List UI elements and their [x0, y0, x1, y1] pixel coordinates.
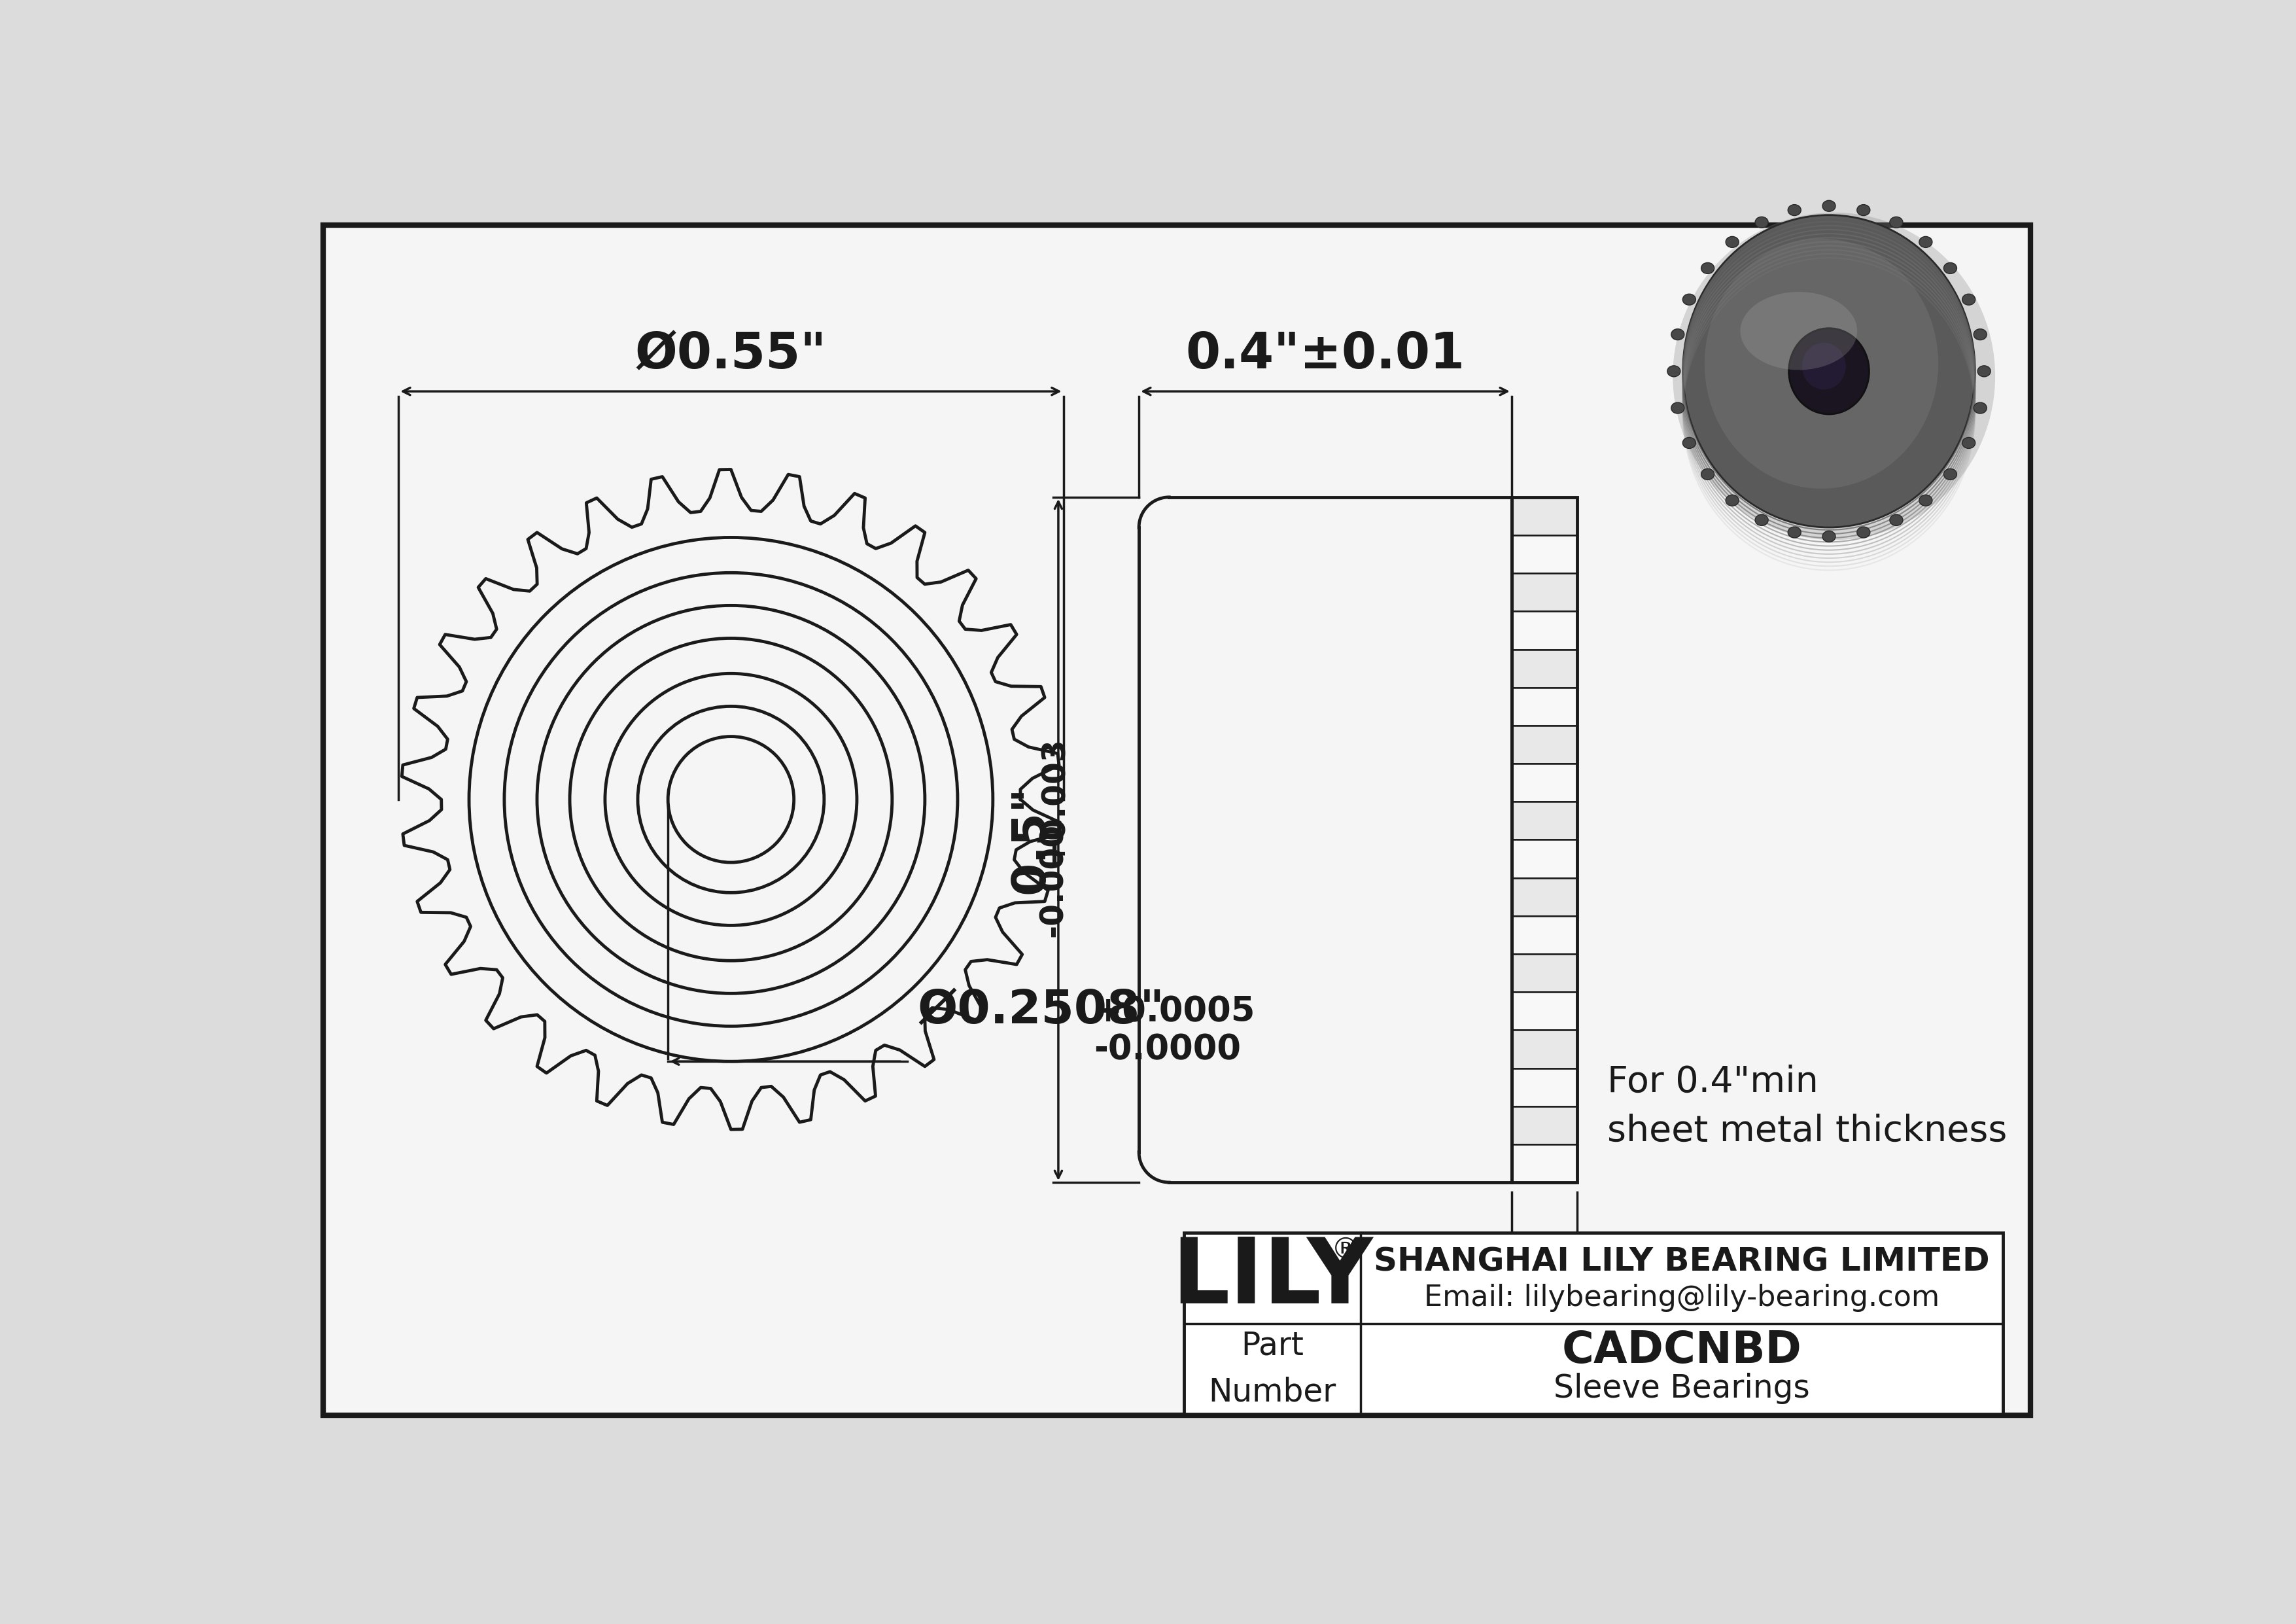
Text: 0.5": 0.5"	[1008, 786, 1054, 893]
Ellipse shape	[1963, 437, 1975, 448]
Text: SHANGHAI LILY BEARING LIMITED: SHANGHAI LILY BEARING LIMITED	[1373, 1246, 1991, 1278]
Bar	[1511, 497, 1577, 536]
Ellipse shape	[1671, 330, 1685, 339]
Ellipse shape	[1674, 213, 1995, 541]
Bar	[1511, 763, 1577, 802]
Bar	[1511, 611, 1577, 650]
Ellipse shape	[1963, 294, 1975, 305]
Ellipse shape	[1857, 205, 1869, 216]
Ellipse shape	[1727, 237, 1738, 247]
Bar	[1511, 879, 1577, 916]
Bar	[1511, 536, 1577, 573]
Bar	[1511, 650, 1577, 687]
Ellipse shape	[1802, 343, 1846, 390]
Text: Part
Number: Part Number	[1208, 1330, 1336, 1408]
Ellipse shape	[1945, 469, 1956, 479]
Text: +0.003: +0.003	[1038, 736, 1070, 864]
Ellipse shape	[1975, 330, 1986, 339]
Bar	[1511, 497, 1577, 1182]
Ellipse shape	[1975, 403, 1986, 414]
Text: Email: lilybearing@lily-bearing.com: Email: lilybearing@lily-bearing.com	[1424, 1285, 1940, 1312]
Ellipse shape	[1919, 237, 1933, 247]
Bar	[1511, 1106, 1577, 1145]
Ellipse shape	[1945, 263, 1956, 274]
Text: For 0.4"min
sheet metal thickness: For 0.4"min sheet metal thickness	[1607, 1065, 2007, 1150]
Ellipse shape	[1683, 294, 1697, 305]
Text: LILY: LILY	[1171, 1234, 1373, 1322]
Ellipse shape	[1823, 200, 1835, 211]
Text: CADCNBD: CADCNBD	[1561, 1328, 1802, 1372]
Bar	[1511, 840, 1577, 879]
Ellipse shape	[1789, 328, 1869, 414]
Bar	[1511, 687, 1577, 726]
Ellipse shape	[1683, 214, 1975, 528]
Text: Ø0.55": Ø0.55"	[636, 330, 827, 378]
Circle shape	[668, 737, 794, 862]
Text: Sleeve Bearings: Sleeve Bearings	[1554, 1372, 1809, 1405]
Ellipse shape	[1683, 437, 1697, 448]
Text: ®: ®	[1332, 1236, 1359, 1265]
Bar	[1511, 1030, 1577, 1069]
Text: -0.000: -0.000	[1038, 823, 1070, 937]
Ellipse shape	[1754, 216, 1768, 227]
Text: Ø0.2508": Ø0.2508"	[918, 989, 1164, 1034]
Ellipse shape	[1789, 205, 1800, 216]
Bar	[1511, 953, 1577, 992]
Ellipse shape	[1667, 365, 1681, 377]
Ellipse shape	[1890, 515, 1903, 526]
Text: +0.0005: +0.0005	[1093, 994, 1256, 1028]
Ellipse shape	[1754, 515, 1768, 526]
Ellipse shape	[1740, 292, 1857, 370]
Ellipse shape	[1890, 216, 1903, 227]
Ellipse shape	[1789, 526, 1800, 538]
Ellipse shape	[1701, 263, 1715, 274]
Bar	[1511, 802, 1577, 840]
Text: -0.0000: -0.0000	[1093, 1033, 1240, 1067]
Bar	[1511, 992, 1577, 1030]
Bar	[1511, 726, 1577, 763]
Bar	[1185, 1233, 2002, 1415]
Ellipse shape	[1671, 403, 1685, 414]
Ellipse shape	[1727, 495, 1738, 507]
Text: 0.4"±0.01: 0.4"±0.01	[1185, 330, 1465, 378]
Ellipse shape	[1704, 239, 1938, 489]
Bar	[1511, 573, 1577, 611]
Ellipse shape	[1977, 365, 1991, 377]
Ellipse shape	[1857, 526, 1869, 538]
Bar	[1511, 1069, 1577, 1106]
Ellipse shape	[1919, 495, 1933, 507]
Ellipse shape	[1701, 469, 1715, 479]
Bar	[1511, 1145, 1577, 1182]
Bar	[1511, 916, 1577, 953]
Ellipse shape	[1823, 531, 1835, 542]
